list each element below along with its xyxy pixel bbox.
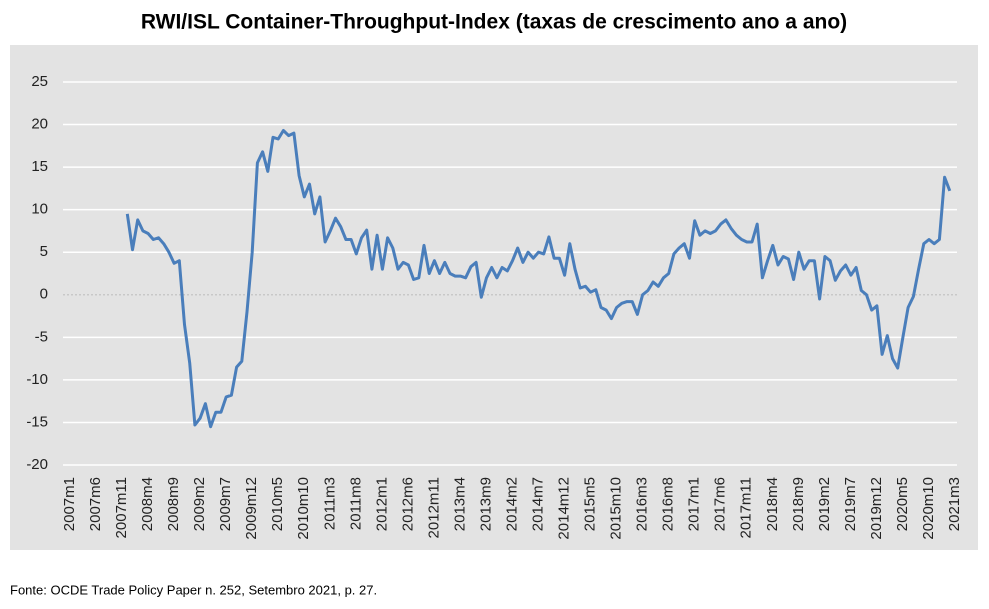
x-tick-label: 2012m6 xyxy=(399,477,416,531)
x-tick-label: 2019m2 xyxy=(816,477,833,531)
y-tick-label: 25 xyxy=(31,73,48,90)
y-tick-label: -5 xyxy=(35,328,48,345)
x-tick-label: 2015m5 xyxy=(582,477,599,531)
x-tick-label: 2017m11 xyxy=(738,477,755,538)
y-tick-label: -20 xyxy=(26,456,48,473)
x-tick-label: 2012m1 xyxy=(373,477,390,531)
x-tick-label: 2009m12 xyxy=(243,477,260,540)
x-tick-label: 2008m4 xyxy=(139,477,156,531)
x-tick-label: 2021m3 xyxy=(946,477,963,531)
x-tick-label: 2009m7 xyxy=(217,477,234,531)
x-tick-label: 2011m8 xyxy=(347,477,364,530)
x-tick-label: 2007m1 xyxy=(61,477,78,531)
x-tick-label: 2014m2 xyxy=(503,477,520,531)
x-tick-label: 2020m5 xyxy=(894,477,911,531)
x-tick-label: 2015m10 xyxy=(608,477,625,540)
x-tick-label: 2010m5 xyxy=(269,477,286,531)
x-tick-label: 2009m2 xyxy=(191,477,208,531)
y-tick-label: -10 xyxy=(26,371,48,388)
x-tick-label: 2017m6 xyxy=(712,477,729,531)
y-tick-label: 20 xyxy=(31,116,48,133)
x-tick-label: 2017m1 xyxy=(686,477,703,531)
x-tick-label: 2016m3 xyxy=(634,477,651,531)
x-tick-label: 2019m12 xyxy=(868,477,885,540)
x-tick-label: 2019m7 xyxy=(842,477,859,531)
x-tick-label: 2011m3 xyxy=(321,477,338,530)
data-line xyxy=(125,129,952,429)
x-tick-label: 2007m6 xyxy=(87,477,104,531)
x-tick-label: 2010m10 xyxy=(295,477,312,540)
x-tick-label: 2012m11 xyxy=(425,477,442,538)
x-tick-label: 2014m12 xyxy=(556,477,573,540)
x-tick-label: 2018m4 xyxy=(764,477,781,531)
x-tick-label: 2016m8 xyxy=(660,477,677,531)
y-tick-label: 10 xyxy=(31,201,48,218)
y-tick-label: 5 xyxy=(40,243,48,260)
chart-title: RWI/ISL Container-Throughput-Index (taxa… xyxy=(141,11,847,34)
x-tick-label: 2020m10 xyxy=(920,477,937,540)
x-tick-label: 2007m11 xyxy=(113,477,130,538)
y-tick-label: -15 xyxy=(26,413,48,430)
x-tick-label: 2013m9 xyxy=(477,477,494,531)
y-tick-label: 0 xyxy=(40,286,48,303)
x-tick-label: 2008m9 xyxy=(165,477,182,531)
x-tick-label: 2013m4 xyxy=(451,477,468,531)
x-tick-label: 2018m9 xyxy=(790,477,807,531)
plot-background xyxy=(10,45,978,550)
x-tick-label: 2014m7 xyxy=(529,477,546,531)
source-note: Fonte: OCDE Trade Policy Paper n. 252, S… xyxy=(10,582,377,597)
y-tick-label: 15 xyxy=(31,158,48,175)
